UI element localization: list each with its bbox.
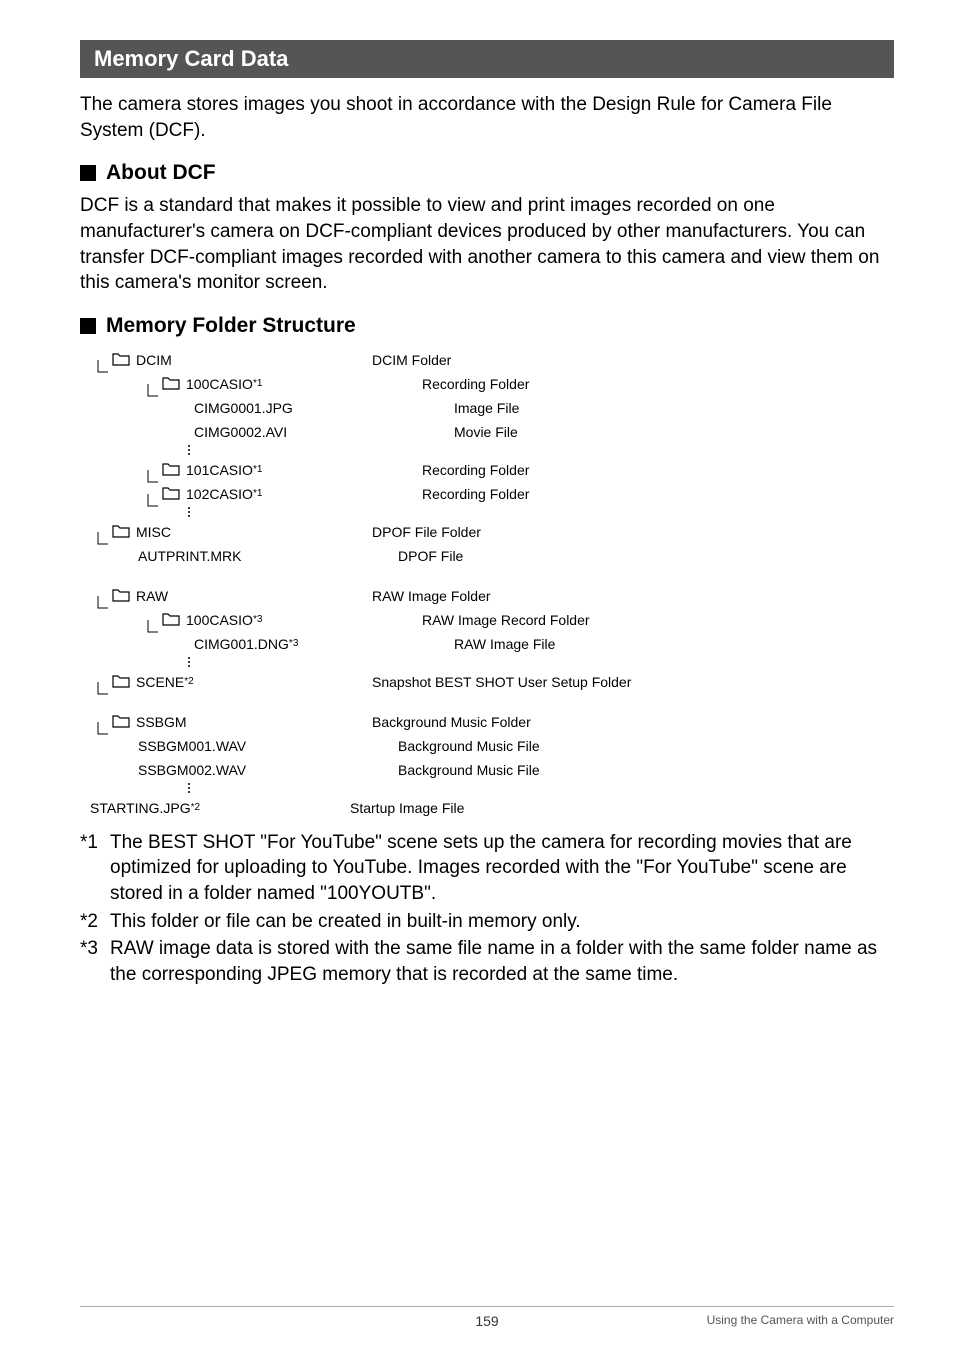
folder-tree: DCIM DCIM Folder 100CASIO *1 Recording Fold… [90,348,894,820]
footnote-row: *2This folder or file can be created in … [80,909,894,935]
folder-icon [162,377,180,390]
tree-item-description: Background Music File [398,738,540,754]
tree-item-description: Recording Folder [422,376,529,392]
page-footer: 159 Using the Camera with a Computer [80,1306,894,1327]
tree-item-description: Background Music Folder [372,714,531,730]
tree-item-description: DPOF File [398,548,463,564]
tree-item-label: SSBGM [136,714,187,730]
tree-item-label: MISC [136,524,171,540]
tree-item-label: 100CASIO [186,376,253,392]
tree-item-superscript: *2 [184,676,193,687]
tree-item-label: SSBGM002.WAV [138,762,246,778]
tree-item-description: Snapshot BEST SHOT User Setup Folder [372,674,631,690]
tree-item-description: RAW Image File [454,636,555,652]
tree-item-label: STARTING.JPG [90,800,191,816]
tree-item-superscript: *3 [253,614,262,625]
tree-item-description: Recording Folder [422,486,529,502]
folder-icon [162,613,180,626]
tree-row: DCIM DCIM Folder [90,348,894,372]
square-bullet-icon [80,318,96,334]
tree-item-description: Image File [454,400,519,416]
folder-icon [112,525,130,538]
tree-item-label: 101CASIO [186,462,253,478]
tree-row: 100CASIO *3 RAW Image Record Folder [90,608,894,632]
tree-row: AUTPRINT.MRK DPOF File [90,544,894,568]
tree-row: CIMG0002.AVI Movie File [90,420,894,444]
tree-item-label: 102CASIO [186,486,253,502]
tree-row: CIMG0001.JPG Image File [90,396,894,420]
tree-item-description: Startup Image File [350,800,464,816]
tree-item-label: AUTPRINT.MRK [138,548,241,564]
tree-item-label: CIMG0001.JPG [194,400,293,416]
folder-icon [112,589,130,602]
tree-item-label: RAW [136,588,168,604]
about-heading-text: About DCF [106,161,216,185]
about-heading: About DCF [80,161,894,185]
tree-item-label: SCENE [136,674,184,690]
tree-item-description: Movie File [454,424,518,440]
footnote-row: *3RAW image data is stored with the same… [80,936,894,987]
tree-row: 100CASIO *1 Recording Folder [90,372,894,396]
tree-row: SCENE *2 Snapshot BEST SHOT User Setup Fo… [90,670,894,694]
folder-heading: Memory Folder Structure [80,314,894,338]
tree-item-superscript: *1 [253,378,262,389]
about-body: DCF is a standard that makes it possible… [80,193,894,296]
tree-item-label: CIMG001.DNG [194,636,289,652]
footnote-mark: *2 [80,909,110,935]
footnote-text: This folder or file can be created in bu… [110,909,581,935]
tree-continuation-dots [90,506,894,520]
tree-item-description: DPOF File Folder [372,524,481,540]
tree-row: SSBGM002.WAV Background Music File [90,758,894,782]
tree-row: SSBGM001.WAV Background Music File [90,734,894,758]
footnote-text: The BEST SHOT "For YouTube" scene sets u… [110,830,894,907]
folder-icon [112,715,130,728]
intro-paragraph: The camera stores images you shoot in ac… [80,92,894,143]
folder-icon [112,353,130,366]
folder-icon [162,487,180,500]
tree-item-label: SSBGM001.WAV [138,738,246,754]
footnotes: *1The BEST SHOT "For YouTube" scene sets… [80,830,894,988]
tree-item-description: RAW Image Folder [372,588,491,604]
footer-section-label: Using the Camera with a Computer [707,1313,894,1327]
page-number: 159 [475,1313,498,1329]
tree-item-superscript: *1 [253,488,262,499]
tree-item-superscript: *2 [191,802,200,813]
folder-icon [162,463,180,476]
footnote-mark: *3 [80,936,110,987]
footnote-row: *1The BEST SHOT "For YouTube" scene sets… [80,830,894,907]
tree-continuation-dots [90,444,894,458]
tree-row: RAW RAW Image Folder [90,584,894,608]
tree-item-superscript: *1 [253,464,262,475]
footnote-text: RAW image data is stored with the same f… [110,936,894,987]
folder-icon [112,675,130,688]
tree-continuation-dots [90,782,894,796]
tree-item-description: RAW Image Record Folder [422,612,590,628]
tree-row: 102CASIO *1 Recording Folder [90,482,894,506]
tree-row: CIMG001.DNG *3 RAW Image File [90,632,894,656]
tree-item-label: CIMG0002.AVI [194,424,287,440]
tree-row: MISC DPOF File Folder [90,520,894,544]
tree-item-superscript: *3 [289,638,298,649]
section-header: Memory Card Data [80,40,894,78]
tree-row: SSBGM Background Music Folder [90,710,894,734]
footnote-mark: *1 [80,830,110,907]
tree-row: 101CASIO *1 Recording Folder [90,458,894,482]
tree-item-description: Recording Folder [422,462,529,478]
tree-item-label: 100CASIO [186,612,253,628]
page-root: Memory Card Data The camera stores image… [0,0,954,1357]
folder-heading-text: Memory Folder Structure [106,314,356,338]
tree-continuation-dots [90,656,894,670]
tree-item-description: Background Music File [398,762,540,778]
tree-row: STARTING.JPG *2 Startup Image File [90,796,894,820]
tree-item-description: DCIM Folder [372,352,451,368]
tree-item-label: DCIM [136,352,172,368]
square-bullet-icon [80,165,96,181]
